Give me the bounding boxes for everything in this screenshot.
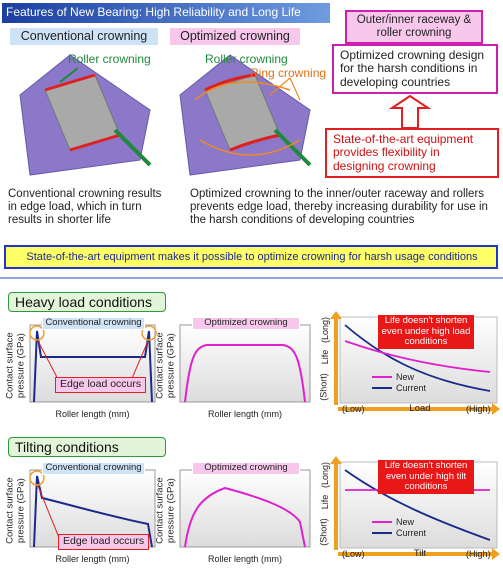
edge-mark bbox=[141, 325, 157, 341]
leader bbox=[37, 485, 61, 541]
y-low: (Short) bbox=[318, 518, 329, 546]
y-axis-label: Contact surface pressure (GPa) bbox=[4, 332, 26, 399]
leader bbox=[129, 340, 149, 384]
axis-arrow bbox=[330, 456, 342, 550]
annotation: Edge load occurs bbox=[55, 377, 147, 393]
y-axis-label: Life bbox=[320, 349, 331, 365]
x-high: (High) bbox=[466, 549, 491, 559]
optimized-bearing bbox=[179, 54, 312, 176]
y-axis-label: Contact surface pressure (GPa) bbox=[4, 477, 26, 544]
x-low: (Low) bbox=[342, 404, 365, 414]
axis-arrow bbox=[330, 311, 342, 405]
banner-box bbox=[4, 245, 498, 269]
axis-arrow bbox=[338, 548, 500, 560]
annotation: Edge load occurs bbox=[58, 534, 150, 550]
x-axis-label: Tilt bbox=[413, 548, 427, 559]
raceway-text: Optimized crowning design for the harsh … bbox=[332, 44, 498, 95]
legend-label: Current bbox=[396, 383, 427, 393]
legend-label: New bbox=[396, 372, 415, 382]
life-curve bbox=[344, 324, 491, 392]
conventional-label: Conventional crowning bbox=[10, 28, 158, 45]
optimized-description: Optimized crowning to the inner/outer ra… bbox=[190, 188, 488, 226]
header-title: Features of New Bearing: High Reliabilit… bbox=[6, 5, 301, 19]
life-note: Life doesn't shorten even under high til… bbox=[378, 460, 474, 494]
arrow bbox=[388, 94, 432, 129]
section-title: Heavy load conditions bbox=[8, 292, 166, 312]
chart-label: Conventional crowning bbox=[42, 462, 145, 475]
x-axis-label: Roller length (mm) bbox=[55, 409, 130, 419]
pressure-curve bbox=[184, 486, 306, 548]
x-high: (High) bbox=[466, 404, 491, 414]
equipment-text: State-of-the-art equipment provides flex… bbox=[325, 128, 499, 179]
banner-text: State-of-the-art equipment makes it poss… bbox=[26, 251, 478, 263]
x-axis-label: Load bbox=[409, 403, 431, 414]
y-low: (Short) bbox=[318, 373, 329, 401]
legend-label: Current bbox=[396, 528, 427, 538]
life-note: Life doesn't shorten even under high loa… bbox=[378, 315, 474, 349]
conventional-description: Conventional crowning results in edge lo… bbox=[8, 188, 162, 226]
x-axis-label: Roller length (mm) bbox=[55, 554, 130, 564]
y-high: (Long) bbox=[319, 462, 330, 489]
pressure-curve bbox=[184, 344, 306, 403]
y-axis-label: Life bbox=[320, 494, 331, 510]
x-axis-label: Roller length (mm) bbox=[207, 409, 283, 419]
header-bar bbox=[2, 3, 330, 23]
y-axis-label: Contact surface pressure (GPa) bbox=[154, 477, 176, 544]
section-title: Tilting conditions bbox=[8, 437, 166, 457]
life-curve bbox=[344, 340, 491, 373]
chart-label: Optimized crowning bbox=[192, 317, 300, 330]
conventional-bearing bbox=[19, 54, 152, 176]
edge-mark bbox=[29, 325, 45, 341]
pressure-curve bbox=[33, 330, 153, 403]
edge-mark bbox=[29, 470, 45, 486]
roller-label: Roller crowning bbox=[68, 52, 151, 66]
x-axis-label: Roller length (mm) bbox=[207, 554, 283, 564]
pressure-curve bbox=[33, 475, 153, 548]
x-low: (Low) bbox=[342, 549, 365, 559]
chart-frame bbox=[179, 469, 311, 548]
roller-label: Roller crowning bbox=[205, 52, 288, 66]
y-axis-label: Contact surface pressure (GPa) bbox=[154, 332, 176, 399]
chart-label: Conventional crowning bbox=[42, 317, 145, 330]
optimized-label: Optimized crowning bbox=[170, 28, 300, 45]
chart-label: Optimized crowning bbox=[192, 462, 300, 475]
leader bbox=[37, 340, 61, 384]
y-high: (Long) bbox=[319, 317, 330, 344]
raceway-title: Outer/inner raceway & roller crowning bbox=[345, 10, 483, 44]
legend-label: New bbox=[396, 517, 415, 527]
axis-arrow bbox=[338, 403, 500, 415]
ring-label: Ring crowning bbox=[250, 66, 327, 80]
life-curve bbox=[344, 469, 491, 541]
chart-frame bbox=[179, 324, 311, 403]
